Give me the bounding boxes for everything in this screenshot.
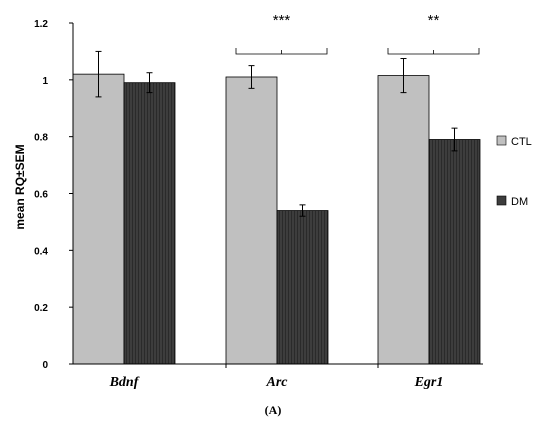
y-tick-label: 0.2 [34, 303, 48, 314]
x-tick-label-bdnf: Bdnf [109, 375, 140, 390]
legend-swatch-dm [496, 195, 507, 206]
bar-dm-egr1 [428, 139, 481, 365]
legend-label-ctl: CTL [511, 136, 532, 148]
legend-swatch-ctl [496, 135, 507, 146]
bar-ctl-bdnf [72, 73, 125, 365]
y-tick-label: 0.6 [34, 190, 48, 201]
y-tick-label: 0.4 [34, 246, 48, 257]
y-tick-label: 0.8 [34, 133, 48, 144]
bar-dm-arc [276, 210, 329, 365]
significance-label-egr1: ** [428, 12, 440, 29]
y-axis-label: mean RQ±SEM [13, 144, 27, 229]
legend-label-dm: DM [511, 196, 528, 208]
bar-dm-bdnf [123, 82, 176, 365]
bars-layer [72, 50, 481, 365]
y-tick-label: 0 [42, 360, 48, 371]
legend: CTL DM [496, 135, 532, 208]
y-tick-label: 1.2 [34, 19, 48, 30]
x-tick-label-arc: Arc [266, 375, 289, 390]
axes-layer [69, 22, 483, 368]
bar-ctl-egr1 [377, 75, 430, 365]
bar-ctl-arc [225, 76, 278, 365]
x-tick-label-egr1: Egr1 [414, 375, 444, 390]
y-tick-label: 1 [42, 76, 48, 87]
panel-label: (A) [265, 403, 282, 417]
significance-label-arc: *** [273, 12, 291, 29]
